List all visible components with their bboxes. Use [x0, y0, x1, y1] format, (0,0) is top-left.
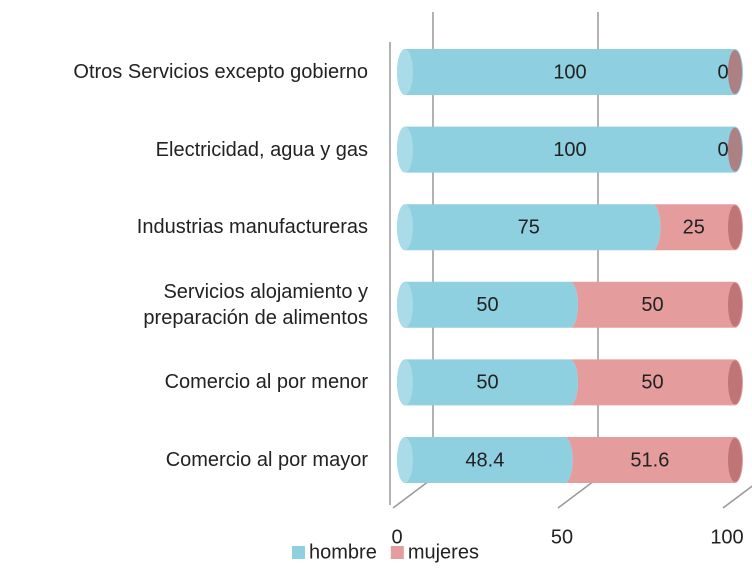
bar-segment	[397, 49, 743, 95]
bar-segment	[570, 281, 743, 328]
bar-end-cap	[728, 50, 742, 94]
legend-swatch	[390, 546, 404, 559]
bar-segment	[397, 437, 573, 483]
bar-segment	[397, 281, 578, 328]
x-tick-label: 50	[551, 526, 573, 548]
bar-end-cap	[728, 282, 742, 327]
bar-segment	[397, 126, 743, 173]
data-label: 48.4	[465, 449, 504, 471]
bar-end-cap	[728, 127, 742, 172]
category-label: Otros Servicios excepto gobierno	[73, 61, 368, 83]
bar-cap	[397, 281, 413, 328]
bar-segment	[652, 204, 743, 251]
data-label: 50	[476, 372, 498, 394]
data-label: 100	[553, 61, 586, 83]
bar-cap	[397, 126, 413, 173]
data-label: 0	[717, 139, 728, 161]
legend-swatch	[292, 546, 305, 559]
data-label: 100	[553, 139, 586, 161]
bar-cap	[397, 359, 413, 406]
data-label: 0	[717, 61, 728, 83]
bar-cap	[397, 49, 413, 95]
category-label: Comercio al por menor	[164, 371, 368, 394]
category-label: Comercio al por mayor	[165, 449, 368, 471]
bar-segment	[397, 204, 661, 251]
data-label: 50	[476, 294, 498, 316]
bar-segment	[564, 437, 743, 483]
bar-end-cap	[728, 205, 742, 250]
x-tick-label: 100	[710, 526, 743, 548]
bar-end-cap	[728, 438, 742, 482]
bar-end-cap	[728, 360, 742, 405]
category-label: Industrias manufactureras	[136, 216, 368, 239]
bar-cap	[397, 204, 413, 251]
legend-label: mujeres	[408, 541, 479, 563]
bar-segment	[397, 359, 578, 406]
legend-label: hombre	[309, 541, 377, 563]
category-label: Electricidad, agua y gas	[155, 138, 368, 161]
x-tick-label: 0	[391, 526, 402, 548]
data-label: 50	[641, 372, 663, 394]
bar-cap	[397, 437, 413, 483]
data-label: 25	[683, 216, 705, 238]
data-label: 51.6	[630, 449, 669, 471]
data-label: 50	[641, 294, 663, 316]
category-label: Servicios alojamiento y preparación de a…	[143, 280, 368, 329]
data-label: 75	[518, 216, 540, 238]
bar-segment	[570, 359, 743, 406]
grid-line	[722, 485, 752, 509]
